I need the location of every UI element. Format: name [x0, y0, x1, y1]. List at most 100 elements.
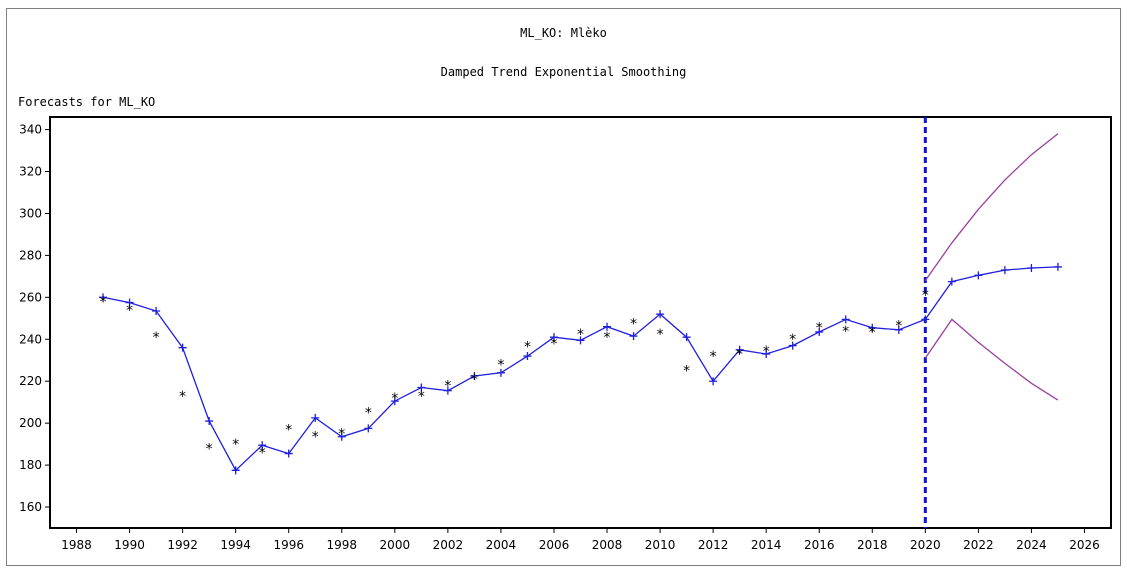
- fitted-point: [868, 323, 877, 332]
- observed-point: *: [391, 391, 399, 407]
- fitted-point: [603, 322, 612, 331]
- observed-point: *: [842, 324, 850, 340]
- fitted-point: [656, 310, 665, 319]
- x-tick-label: 2012: [698, 538, 729, 552]
- fitted-point: [337, 432, 346, 441]
- fitted-point: [629, 332, 638, 341]
- x-tick-label: 2026: [1069, 538, 1100, 552]
- fitted-point: [1027, 263, 1036, 272]
- y-tick-label: 320: [19, 165, 42, 179]
- fitted-point: [549, 333, 558, 342]
- fitted-point: [178, 343, 187, 352]
- x-tick-label: 1994: [220, 538, 251, 552]
- x-tick-label: 2022: [963, 538, 994, 552]
- fitted-point: [258, 441, 267, 450]
- fitted-point: [390, 397, 399, 406]
- x-tick-label: 2010: [645, 538, 676, 552]
- y-tick-label: 260: [19, 290, 42, 304]
- x-tick-label: 2016: [804, 538, 835, 552]
- fitted-point: [496, 368, 505, 377]
- fitted-point: [762, 349, 771, 358]
- observed-point: *: [497, 357, 505, 373]
- observed-point: *: [231, 437, 239, 453]
- x-tick-label: 1988: [61, 538, 92, 552]
- fitted-point: [1000, 266, 1009, 275]
- fitted-point: [974, 271, 983, 280]
- observed-point: *: [523, 340, 531, 356]
- x-tick-label: 2008: [592, 538, 623, 552]
- y-tick-label: 240: [19, 332, 42, 346]
- fitted-point: [417, 383, 426, 392]
- x-tick-label: 2000: [380, 538, 411, 552]
- observed-point: *: [788, 332, 796, 348]
- plot-label: Forecasts for ML_KO: [18, 95, 156, 109]
- observed-point: *: [470, 372, 478, 388]
- observed-point: *: [656, 327, 664, 343]
- observed-point: *: [762, 344, 770, 360]
- observed-point: *: [868, 325, 876, 341]
- fitted-point: [443, 386, 452, 395]
- upper-bound-line: [924, 133, 1059, 281]
- fitted-point: [205, 417, 214, 426]
- fitted-line: [102, 266, 1058, 472]
- observed-point: *: [417, 389, 425, 405]
- x-tick-label: 2020: [910, 538, 941, 552]
- observed-point: *: [895, 319, 903, 335]
- chart-subtitle: Damped Trend Exponential Smoothing: [440, 65, 687, 79]
- x-tick-label: 1990: [114, 538, 145, 552]
- fitted-point: [125, 298, 134, 307]
- x-tick-label: 2006: [539, 538, 570, 552]
- fitted-point: [894, 325, 903, 334]
- observed-point: *: [815, 321, 823, 337]
- observed-point: *: [921, 288, 929, 304]
- observed-point: *: [444, 378, 452, 394]
- observed-point: *: [205, 441, 213, 457]
- fitted-point: [152, 306, 161, 315]
- y-tick-label: 280: [19, 248, 42, 262]
- fitted-point: [682, 333, 691, 342]
- observed-point: *: [629, 317, 637, 333]
- x-tick-label: 2024: [1016, 538, 1047, 552]
- fitted-point: [815, 327, 824, 336]
- observed-point: *: [550, 336, 558, 352]
- x-tick-label: 2004: [486, 538, 517, 552]
- observed-point: *: [338, 427, 346, 443]
- observed-point: *: [735, 347, 743, 363]
- observed-point: *: [99, 294, 107, 310]
- observed-point: *: [285, 422, 293, 438]
- observed-point: *: [258, 445, 266, 461]
- fitted-point: [576, 336, 585, 345]
- observed-point: *: [152, 330, 160, 346]
- y-tick-label: 220: [19, 374, 42, 388]
- y-tick-label: 160: [19, 500, 42, 514]
- x-tick-label: 2002: [433, 538, 464, 552]
- fitted-point: [364, 424, 373, 433]
- x-tick-label: 2014: [751, 538, 782, 552]
- y-tick-label: 200: [19, 416, 42, 430]
- observed-point: *: [364, 406, 372, 422]
- y-tick-label: 340: [19, 123, 42, 137]
- plot-area: [49, 116, 1112, 529]
- x-tick-label: 1996: [273, 538, 304, 552]
- fitted-point: [1053, 262, 1062, 271]
- observed-point: *: [576, 327, 584, 343]
- observed-point: *: [311, 430, 319, 446]
- x-tick-label: 1998: [327, 538, 358, 552]
- observed-point: *: [125, 303, 133, 319]
- fitted-point: [735, 345, 744, 354]
- chart-frame: [6, 8, 1121, 566]
- fitted-point: [523, 352, 532, 361]
- fitted-point: [284, 449, 293, 458]
- y-tick-label: 180: [19, 458, 42, 472]
- x-tick-label: 2018: [857, 538, 888, 552]
- lower-bound-line: [924, 318, 1059, 401]
- chart-title: ML_KO: Mlèko: [520, 26, 607, 40]
- fitted-point: [99, 293, 108, 302]
- fitted-point: [921, 315, 930, 324]
- y-tick-label: 300: [19, 206, 42, 220]
- fitted-point: [788, 341, 797, 350]
- fitted-point: [470, 371, 479, 380]
- fitted-point: [311, 413, 320, 422]
- observed-point: *: [603, 330, 611, 346]
